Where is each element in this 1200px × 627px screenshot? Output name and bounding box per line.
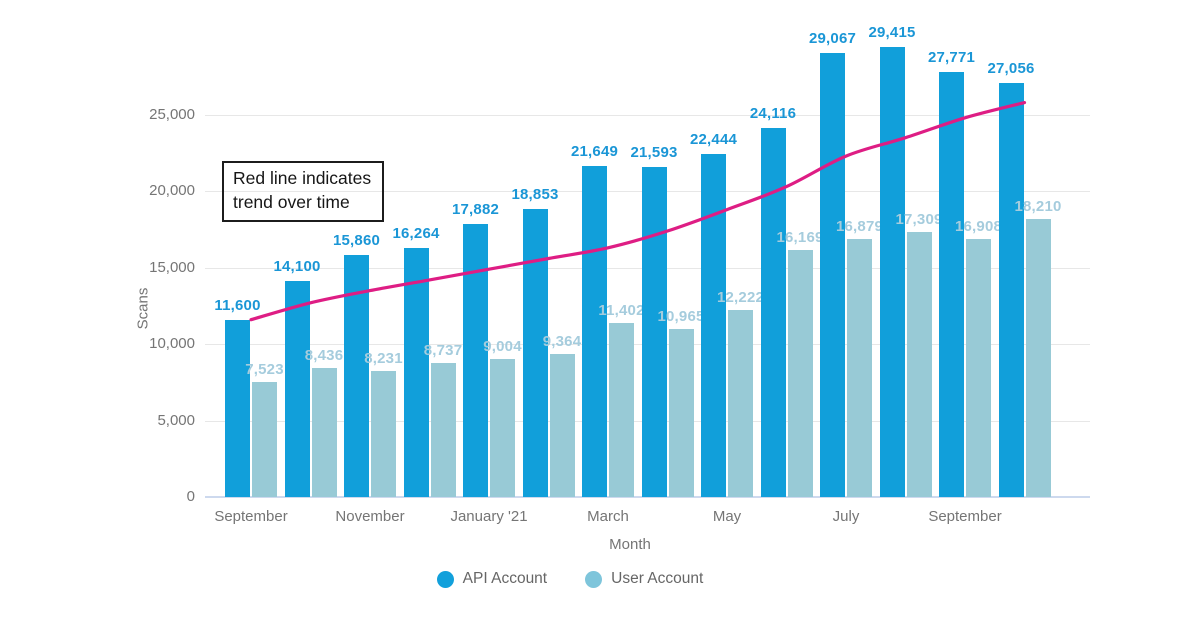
bar-user-account-11	[847, 238, 872, 497]
legend: API Account User Account	[0, 570, 1140, 588]
bar-api-account-12	[879, 47, 905, 497]
api-value-label-10: 24,116	[749, 105, 797, 123]
bar-user-account-5	[490, 359, 515, 497]
user-value-label-2: 8,436	[304, 347, 344, 364]
api-value-label-5: 17,882	[451, 200, 500, 218]
api-value-label-13: 27,771	[927, 49, 976, 67]
api-value-label-11: 29,067	[808, 29, 857, 47]
api-value-label-4: 16,264	[392, 225, 440, 243]
api-value-label-1: 11,600	[214, 296, 261, 314]
bar-api-account-7	[582, 166, 607, 497]
plot-area: 11,600 7,523 14,100 8,436 15,860 8,231 16,264 8…	[205, 20, 1090, 498]
annotation-line-2: trend over time	[233, 191, 350, 212]
user-value-label-1: 7,523	[245, 361, 284, 378]
api-value-label-2: 14,100	[273, 258, 321, 276]
bar-user-account-2	[311, 368, 337, 497]
api-value-label-12: 29,415	[868, 24, 916, 42]
y-tick-label-25000: 25,000	[149, 105, 195, 123]
bar-api-account-2	[284, 281, 310, 497]
user-value-label-10: 16,169	[776, 228, 824, 246]
user-value-label-8: 10,965	[657, 308, 705, 326]
x-axis-title: Month	[609, 536, 651, 553]
bar-api-account-1	[225, 319, 250, 497]
x-tick-label-november: November	[335, 508, 405, 525]
bar-user-account-9	[728, 310, 753, 497]
bar-api-account-8	[641, 166, 667, 497]
bar-user-account-12	[906, 232, 932, 497]
user-value-label-4: 8,737	[423, 342, 463, 360]
bar-api-account-6	[522, 208, 548, 497]
user-account-swatch-icon	[585, 570, 603, 588]
x-tick-label-september: September	[214, 508, 288, 525]
x-tick-label-july: July	[832, 508, 860, 525]
api-value-label-9: 22,444	[689, 130, 738, 148]
bar-user-account-6	[549, 353, 575, 497]
y-tick-label-5000: 5,000	[157, 411, 195, 429]
bar-user-account-14	[1025, 218, 1051, 497]
legend-item-user-account: User Account	[585, 570, 703, 588]
bar-user-account-3	[371, 371, 396, 497]
api-value-label-7: 21,649	[570, 143, 619, 160]
bar-api-account-4	[403, 248, 429, 497]
x-tick-label-january-21: January '21	[450, 508, 528, 525]
bar-user-account-1	[252, 382, 277, 497]
user-value-label-12: 17,309	[895, 211, 943, 229]
bar-api-account-13	[939, 72, 964, 497]
user-value-label-14: 18,210	[1014, 197, 1062, 215]
y-tick-label-15000: 15,000	[149, 258, 195, 276]
legend-label-api-account: API Account	[462, 570, 548, 587]
annotation-line-1: Red line indicates	[233, 168, 372, 188]
y-tick-label-20000: 20,000	[149, 182, 195, 200]
user-value-label-9: 12,222	[716, 289, 765, 307]
trend-line	[249, 101, 1027, 322]
user-value-label-13: 16,908	[954, 217, 1003, 235]
x-tick-label-march: March	[587, 508, 629, 525]
api-value-label-8: 21,593	[630, 143, 678, 161]
y-tick-label-0: 0	[186, 488, 195, 505]
y-tick-label-10000: 10,000	[149, 335, 195, 353]
bar-user-account-10	[787, 249, 813, 497]
user-value-label-7: 11,402	[598, 301, 645, 319]
api-value-label-3: 15,860	[332, 231, 381, 249]
y-axis-title: Scans	[134, 287, 152, 330]
bar-user-account-4	[430, 363, 456, 497]
legend-label-user-account: User Account	[611, 570, 704, 587]
api-value-label-6: 18,853	[511, 185, 559, 203]
api-value-label-14: 27,056	[987, 60, 1035, 78]
api-account-swatch-icon	[436, 570, 454, 588]
x-tick-label-may: May	[712, 508, 742, 525]
user-value-label-3: 8,231	[364, 350, 403, 368]
x-axis-baseline	[205, 496, 1090, 498]
gridline-25000	[205, 114, 1090, 116]
bar-user-account-7	[609, 322, 634, 497]
trend-annotation-box: Red line indicates trend over time	[222, 161, 385, 223]
user-value-label-11: 16,879	[835, 217, 884, 235]
bar-api-account-11	[820, 52, 845, 497]
user-value-label-6: 9,364	[542, 332, 582, 350]
bar-api-account-14	[998, 83, 1024, 497]
x-tick-label-september: September	[928, 508, 1002, 525]
bar-user-account-13	[966, 238, 991, 497]
bar-user-account-8	[668, 329, 694, 497]
legend-item-api-account: API Account	[436, 570, 548, 588]
user-value-label-5: 9,004	[483, 338, 522, 356]
